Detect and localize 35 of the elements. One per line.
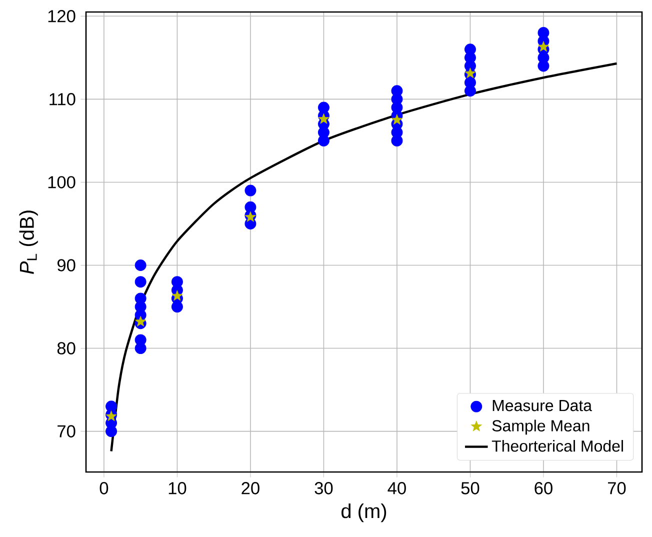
point bbox=[538, 27, 550, 38]
y-tick-label: 90 bbox=[57, 259, 76, 272]
x-axis-title: d (m) bbox=[342, 503, 386, 522]
point bbox=[134, 260, 146, 271]
x-tick-label: 70 bbox=[608, 482, 626, 494]
point bbox=[171, 276, 183, 288]
point bbox=[172, 290, 183, 301]
point bbox=[244, 201, 256, 213]
point bbox=[106, 400, 118, 412]
point bbox=[134, 292, 146, 304]
y-tick-label: 70 bbox=[58, 425, 76, 438]
point bbox=[318, 102, 330, 114]
x-tick-label: 60 bbox=[534, 482, 552, 494]
legend-label: Measure Data bbox=[492, 400, 592, 412]
legend-label: Theorterical Model bbox=[492, 440, 623, 452]
point bbox=[318, 113, 330, 124]
y-tick-label: 80 bbox=[57, 342, 76, 354]
y-tick-label: 120 bbox=[48, 10, 76, 22]
y-tick-label: 100 bbox=[48, 176, 76, 188]
point bbox=[134, 276, 146, 288]
x-tick-label: 40 bbox=[388, 482, 406, 494]
point bbox=[134, 334, 146, 346]
point bbox=[135, 316, 146, 326]
point bbox=[464, 44, 476, 56]
x-tick-label: 30 bbox=[314, 482, 333, 494]
legend-label: Sample Mean bbox=[492, 420, 590, 435]
x-tick-label: 10 bbox=[168, 482, 186, 494]
x-tick-label: 0 bbox=[100, 482, 108, 494]
x-tick-label: 50 bbox=[461, 482, 480, 494]
point bbox=[538, 41, 550, 52]
y-axis-title: P$_{L}$ (dB) bbox=[19, 210, 38, 274]
point bbox=[244, 184, 256, 196]
y-tick-label: 110 bbox=[50, 93, 76, 106]
x-tick-label: 20 bbox=[242, 482, 260, 494]
point bbox=[391, 114, 402, 125]
